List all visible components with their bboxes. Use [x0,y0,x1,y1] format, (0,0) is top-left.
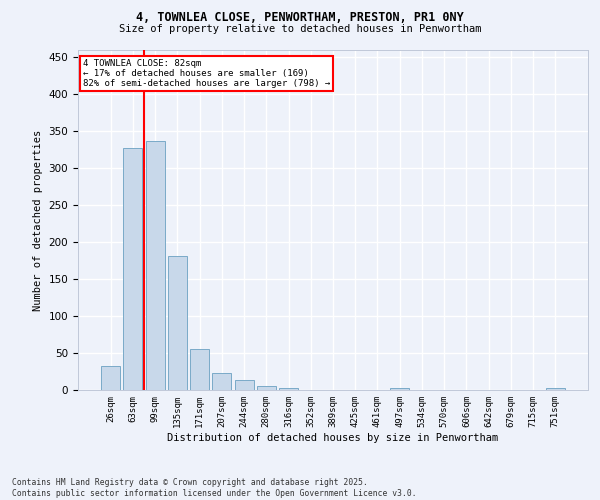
Text: Contains HM Land Registry data © Crown copyright and database right 2025.
Contai: Contains HM Land Registry data © Crown c… [12,478,416,498]
Text: 4, TOWNLEA CLOSE, PENWORTHAM, PRESTON, PR1 0NY: 4, TOWNLEA CLOSE, PENWORTHAM, PRESTON, P… [136,11,464,24]
Bar [257,386,276,390]
Bar [546,388,565,390]
X-axis label: Distribution of detached houses by size in Penwortham: Distribution of detached houses by size … [167,432,499,442]
Bar [168,256,187,390]
Bar [101,366,120,390]
Bar [124,148,142,390]
Bar [146,141,164,390]
Bar [190,348,209,390]
Text: Size of property relative to detached houses in Penwortham: Size of property relative to detached ho… [119,24,481,34]
Bar [212,373,231,390]
Bar [235,380,254,390]
Bar [390,388,409,390]
Bar [279,388,298,390]
Y-axis label: Number of detached properties: Number of detached properties [33,130,43,310]
Text: 4 TOWNLEA CLOSE: 82sqm
← 17% of detached houses are smaller (169)
82% of semi-de: 4 TOWNLEA CLOSE: 82sqm ← 17% of detached… [83,58,331,88]
